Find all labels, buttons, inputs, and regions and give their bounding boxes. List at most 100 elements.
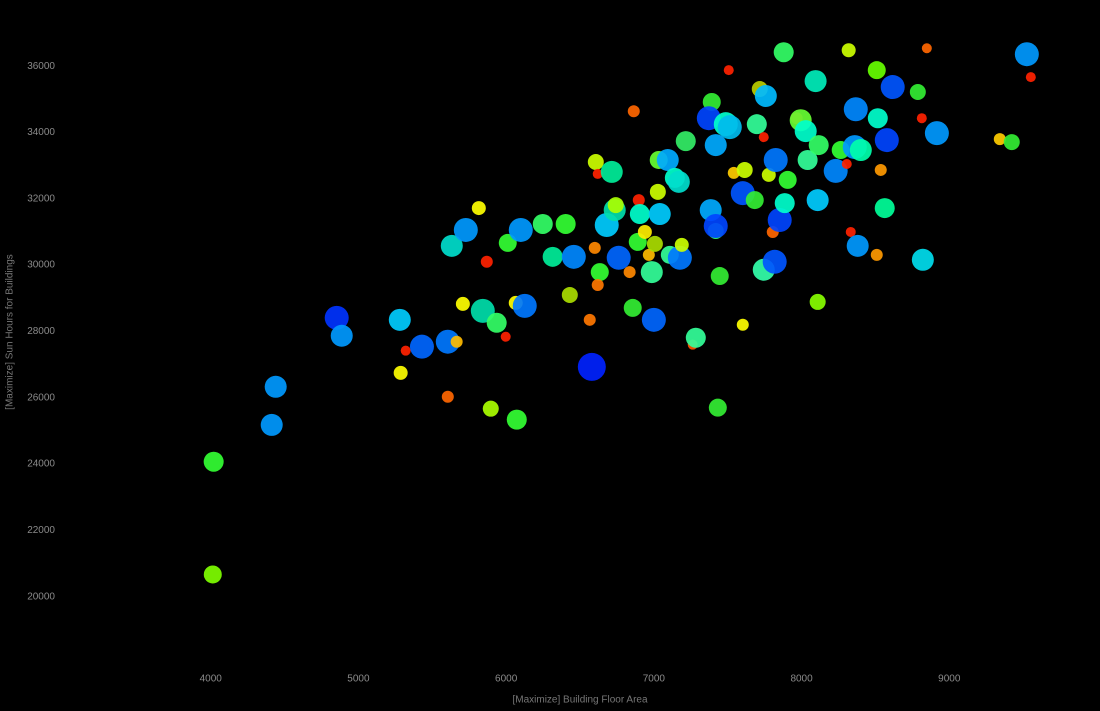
bubble bbox=[773, 42, 794, 63]
bubble bbox=[778, 170, 797, 189]
bubble bbox=[480, 255, 493, 268]
bubble bbox=[642, 248, 655, 261]
bubble bbox=[629, 204, 650, 225]
bubble bbox=[924, 121, 949, 146]
bubble bbox=[500, 331, 511, 342]
bubble bbox=[623, 298, 642, 317]
bubble bbox=[203, 565, 222, 584]
bubble bbox=[808, 135, 829, 156]
bubble bbox=[867, 61, 886, 80]
bubble bbox=[623, 266, 636, 279]
bubble bbox=[637, 224, 652, 239]
bubble bbox=[745, 191, 764, 210]
bubble bbox=[754, 85, 777, 107]
x-tick-label: 5000 bbox=[347, 674, 370, 685]
bubble bbox=[806, 189, 829, 212]
bubble bbox=[641, 307, 666, 332]
y-tick-label: 32000 bbox=[27, 193, 55, 204]
bubble bbox=[710, 267, 729, 286]
bubble bbox=[767, 208, 792, 233]
y-tick-label: 36000 bbox=[27, 61, 55, 72]
bubble bbox=[441, 390, 454, 403]
bubble bbox=[606, 245, 631, 270]
bubble bbox=[849, 139, 872, 162]
bubble bbox=[841, 43, 856, 58]
y-tick-label: 34000 bbox=[27, 127, 55, 138]
bubble bbox=[600, 160, 623, 183]
bubble bbox=[874, 163, 887, 176]
bubble bbox=[588, 241, 601, 254]
y-tick-label: 24000 bbox=[27, 459, 55, 470]
bubble bbox=[203, 451, 224, 472]
bubble bbox=[708, 398, 727, 417]
bubble bbox=[542, 246, 563, 267]
bubble bbox=[870, 248, 883, 261]
bubble bbox=[508, 217, 533, 242]
bubble bbox=[667, 245, 692, 270]
bubble bbox=[592, 168, 603, 179]
bubble bbox=[393, 365, 408, 380]
bubble bbox=[590, 263, 609, 282]
bubble bbox=[506, 409, 527, 430]
bubble bbox=[646, 235, 663, 252]
bubble bbox=[874, 198, 895, 219]
bubble bbox=[667, 170, 690, 193]
bubble bbox=[627, 105, 640, 118]
bubble bbox=[841, 158, 852, 169]
bubble bbox=[704, 134, 727, 157]
bubble bbox=[703, 213, 728, 238]
bubble bbox=[843, 97, 868, 122]
bubble bbox=[674, 237, 689, 252]
bubble bbox=[561, 244, 586, 269]
bubble bbox=[324, 305, 349, 330]
bubble bbox=[409, 334, 434, 359]
bubble bbox=[723, 65, 734, 76]
bubble bbox=[640, 261, 663, 284]
y-axis-label: [Maximize] Sun Hours for Buildings bbox=[5, 254, 16, 410]
bubble bbox=[607, 197, 624, 214]
y-tick-label: 22000 bbox=[27, 525, 55, 536]
bubble bbox=[758, 132, 769, 143]
bubble bbox=[685, 327, 706, 348]
x-tick-label: 9000 bbox=[938, 674, 961, 685]
x-axis-label: [Maximize] Building Floor Area bbox=[512, 695, 647, 706]
bubble bbox=[823, 158, 848, 183]
bubble bbox=[453, 217, 478, 242]
x-tick-label: 8000 bbox=[790, 674, 813, 685]
bubble bbox=[736, 318, 749, 331]
bubble bbox=[450, 335, 463, 348]
bubble bbox=[583, 313, 596, 326]
bubble bbox=[911, 248, 934, 271]
bubble bbox=[736, 161, 753, 178]
bubble bbox=[632, 194, 645, 207]
bubble bbox=[591, 279, 604, 291]
y-tick-label: 28000 bbox=[27, 326, 55, 337]
bubble bbox=[482, 400, 499, 417]
bubble bbox=[435, 329, 460, 354]
bubble bbox=[880, 75, 905, 100]
bubble bbox=[763, 147, 788, 172]
bubble bbox=[455, 296, 470, 311]
bubble bbox=[867, 108, 888, 129]
bubble bbox=[921, 43, 932, 54]
bubble bbox=[400, 345, 411, 356]
bubble bbox=[797, 149, 818, 170]
y-tick-label: 30000 bbox=[27, 260, 55, 271]
bubble bbox=[993, 133, 1006, 146]
bubble bbox=[717, 115, 742, 140]
bubble bbox=[1025, 72, 1036, 83]
bubble bbox=[532, 213, 553, 234]
bubble bbox=[846, 234, 869, 257]
bubble bbox=[561, 286, 578, 303]
bubble bbox=[577, 352, 606, 381]
bubble bbox=[675, 131, 696, 152]
bubble bbox=[762, 249, 787, 274]
bubble bbox=[774, 193, 795, 214]
bubble bbox=[264, 375, 287, 398]
y-tick-label: 26000 bbox=[27, 392, 55, 403]
bubble bbox=[512, 293, 537, 318]
x-tick-label: 4000 bbox=[200, 674, 223, 685]
bubble bbox=[388, 308, 411, 331]
